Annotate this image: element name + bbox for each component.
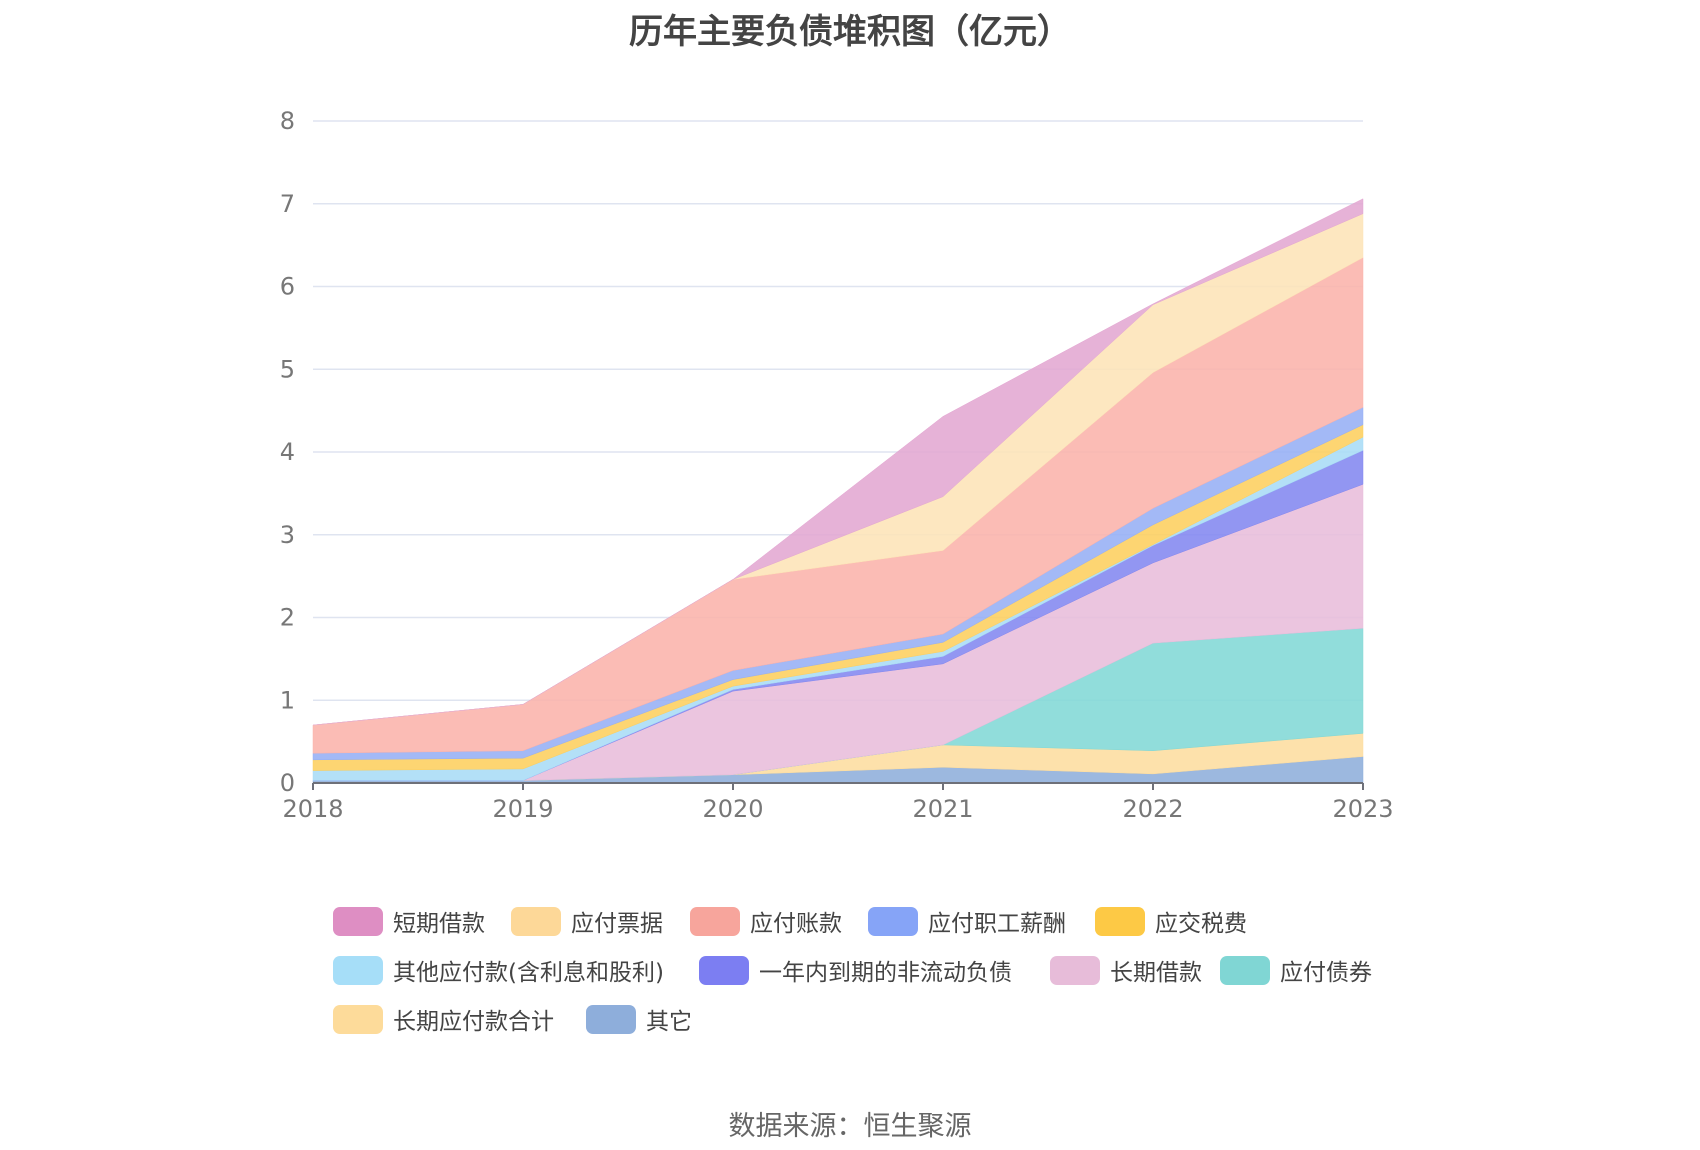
y-axis-ticks: 0 1 2 3 4 5 6 7 8 <box>280 107 295 797</box>
legend-label: 短期借款 <box>393 911 485 937</box>
legend-swatch <box>333 906 383 936</box>
y-tick-label: 4 <box>280 438 295 466</box>
legend-label: 应交税费 <box>1155 911 1247 937</box>
x-tick-label: 2020 <box>702 795 763 823</box>
legend-item-其它[interactable]: 其它 <box>586 1002 692 1036</box>
y-tick-label: 5 <box>280 355 295 383</box>
legend-label: 应付票据 <box>571 911 663 937</box>
legend-swatch <box>333 955 383 985</box>
legend-item-长期借款[interactable]: 长期借款 <box>1050 953 1202 987</box>
y-tick-label: 6 <box>280 273 295 301</box>
y-tick-label: 1 <box>280 686 295 714</box>
legend-swatch <box>699 955 749 985</box>
y-tick-label: 8 <box>280 107 295 135</box>
legend-swatch <box>868 906 918 936</box>
legend-swatch <box>333 1004 383 1034</box>
source-note: 数据来源：恒生聚源 <box>728 1111 972 1142</box>
area-series-短期借款[interactable] <box>312 198 1364 726</box>
legend-label: 其他应付款(含利息和股利) <box>393 960 664 986</box>
legend-item-应付账款[interactable]: 应付账款 <box>690 904 842 938</box>
x-tick-label: 2023 <box>1332 795 1393 823</box>
chart-title: 历年主要负债堆积图（亿元） <box>629 12 1071 52</box>
legend-item-短期借款[interactable]: 短期借款 <box>333 904 485 938</box>
y-tick-label: 2 <box>280 604 295 632</box>
legend-label: 长期借款 <box>1110 960 1202 986</box>
legend-item-应交税费[interactable]: 应交税费 <box>1095 904 1247 938</box>
legend-item-一年内到期的非流动负债[interactable]: 一年内到期的非流动负债 <box>699 953 1012 987</box>
legend-item-应付票据[interactable]: 应付票据 <box>511 904 663 938</box>
legend-item-应付债券[interactable]: 应付债券 <box>1220 953 1372 987</box>
legend-label: 应付账款 <box>750 911 842 937</box>
x-tick-label: 2019 <box>492 795 553 823</box>
legend-label: 长期应付款合计 <box>393 1009 554 1035</box>
legend-swatch <box>586 1004 636 1034</box>
legend-label: 其它 <box>646 1009 692 1035</box>
legend-swatch <box>511 906 561 936</box>
y-tick-label: 7 <box>280 190 295 218</box>
x-axis-ticks: 2018 2019 2020 2021 2022 2023 <box>282 783 1394 823</box>
legend-label: 一年内到期的非流动负债 <box>759 960 1012 986</box>
legend-item-长期应付款合计[interactable]: 长期应付款合计 <box>333 1002 554 1036</box>
y-tick-label: 3 <box>280 521 295 549</box>
x-tick-label: 2018 <box>282 795 343 823</box>
y-tick-label: 0 <box>280 769 295 797</box>
legend-swatch <box>1220 955 1270 985</box>
legend-label: 应付债券 <box>1280 960 1372 986</box>
legend-label: 应付职工薪酬 <box>928 911 1066 937</box>
legend-swatch <box>690 906 740 936</box>
legend-swatch <box>1095 906 1145 936</box>
legend-swatch <box>1050 955 1100 985</box>
area-series-layer <box>312 198 1364 784</box>
legend-item-应付职工薪酬[interactable]: 应付职工薪酬 <box>868 904 1066 938</box>
x-tick-label: 2021 <box>912 795 973 823</box>
legend-item-其他应付款(含利息和股利)[interactable]: 其他应付款(含利息和股利) <box>333 953 664 987</box>
x-tick-label: 2022 <box>1122 795 1183 823</box>
